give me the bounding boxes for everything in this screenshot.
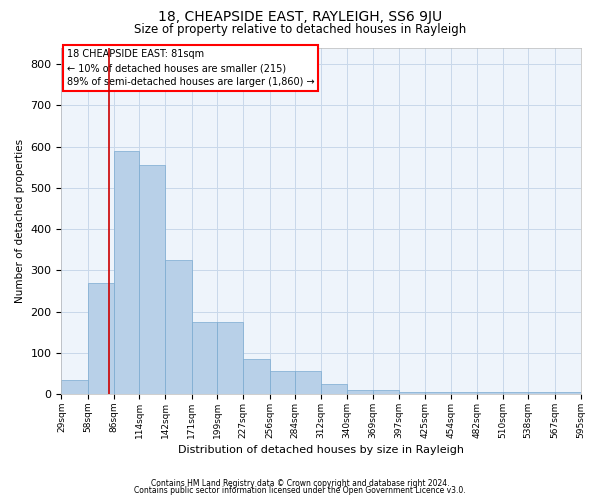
Y-axis label: Number of detached properties: Number of detached properties	[15, 138, 25, 303]
Bar	[347, 390, 373, 394]
Text: Contains public sector information licensed under the Open Government Licence v3: Contains public sector information licen…	[134, 486, 466, 495]
Bar	[88, 282, 113, 394]
Bar	[503, 392, 528, 394]
Bar	[477, 392, 503, 394]
Bar	[451, 392, 477, 394]
X-axis label: Distribution of detached houses by size in Rayleigh: Distribution of detached houses by size …	[178, 445, 464, 455]
Bar	[555, 392, 581, 394]
Text: 18 CHEAPSIDE EAST: 81sqm
← 10% of detached houses are smaller (215)
89% of semi-: 18 CHEAPSIDE EAST: 81sqm ← 10% of detach…	[67, 49, 314, 87]
Bar	[165, 260, 191, 394]
Bar	[191, 322, 217, 394]
Text: Size of property relative to detached houses in Rayleigh: Size of property relative to detached ho…	[134, 22, 466, 36]
Bar	[269, 372, 295, 394]
Bar	[425, 392, 451, 394]
Bar	[217, 322, 243, 394]
Bar	[373, 390, 399, 394]
Bar	[399, 392, 425, 394]
Bar	[139, 165, 165, 394]
Bar	[243, 359, 269, 394]
Bar	[295, 372, 321, 394]
Bar	[61, 380, 88, 394]
Bar	[113, 150, 139, 394]
Bar	[321, 384, 347, 394]
Bar	[528, 392, 555, 394]
Text: 18, CHEAPSIDE EAST, RAYLEIGH, SS6 9JU: 18, CHEAPSIDE EAST, RAYLEIGH, SS6 9JU	[158, 10, 442, 24]
Text: Contains HM Land Registry data © Crown copyright and database right 2024.: Contains HM Land Registry data © Crown c…	[151, 478, 449, 488]
